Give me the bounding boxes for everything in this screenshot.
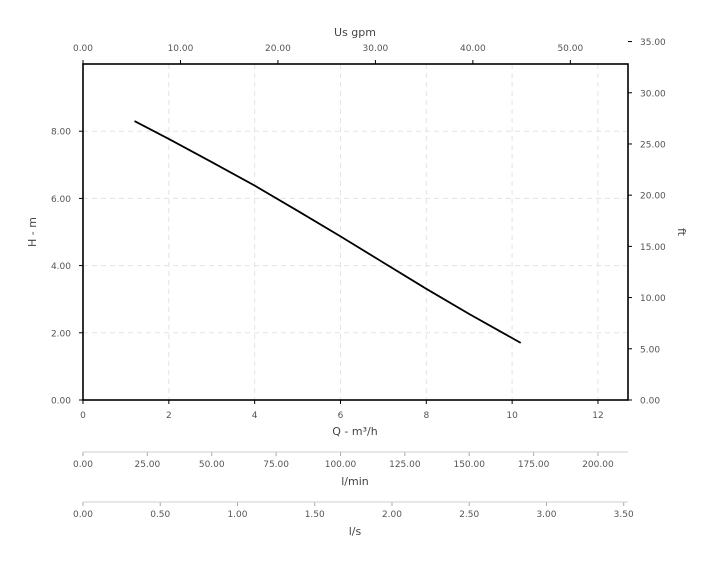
series-layer [134,120,522,344]
y-tick-label: 4.00 [51,262,71,272]
y-tick-label: 2.00 [51,329,71,339]
x-tick-label: 0 [80,411,86,421]
extra-axis-tick-label: 2.00 [382,510,402,520]
top-tick-label: 50.00 [557,44,583,54]
right-axis-title: ft [675,228,688,237]
extra-axis-tick-label: 2.50 [459,510,479,520]
x-tick-label: 8 [423,411,429,421]
extra-axis-tick-label: 0.50 [150,510,170,520]
extra-axis-tick-label: 0.00 [73,460,93,470]
extra-axis-tick-label: 200.00 [582,460,614,470]
x-tick-label: 6 [338,411,344,421]
extra-axis-tick-label: 150.00 [453,460,485,470]
y-axis-title: H - m [26,217,39,247]
right-tick-label: 15.00 [640,243,666,253]
ls-axis-title: l/s [349,525,362,538]
right-tick-label: 35.00 [640,38,666,48]
right-tick-label: 30.00 [640,89,666,99]
extra-axis-tick-label: 3.50 [614,510,634,520]
right-tick-label: 20.00 [640,192,666,202]
extra-axis-tick-label: 1.00 [227,510,247,520]
top-axis-title: Us gpm [334,26,376,39]
x-axis-title: Q - m³/h [332,425,377,438]
x-tick-label: 4 [252,411,258,421]
x-tick-label: 2 [166,411,172,421]
extra-axis-tick-label: 0.00 [73,510,93,520]
right-tick-label: 5.00 [640,345,660,355]
x-tick-label: 10 [506,411,518,421]
extra-axis-tick-label: 125.00 [389,460,421,470]
extra-axis-tick-label: 75.00 [263,460,289,470]
plot-frame [82,63,629,401]
x-tick-label: 12 [592,411,603,421]
extra-axis-tick-label: 1.50 [305,510,325,520]
top-tick-label: 30.00 [363,44,389,54]
extra-axis-tick-label: 100.00 [325,460,357,470]
y-tick-label: 0.00 [51,397,71,407]
right-tick-label: 0.00 [640,397,660,407]
grid-layer [83,64,628,400]
y-tick-label: 6.00 [51,195,71,205]
extra-axis-tick-label: 50.00 [199,460,225,470]
y-tick-label: 8.00 [51,128,71,138]
top-tick-label: 40.00 [460,44,486,54]
top-tick-label: 10.00 [168,44,194,54]
performance-curve-line [134,120,522,344]
extra-axis-tick-label: 25.00 [134,460,160,470]
right-tick-label: 10.00 [640,294,666,304]
right-tick-label: 25.00 [640,140,666,150]
lmin-axis-title: l/min [341,475,369,488]
extra-axis-tick-label: 175.00 [518,460,550,470]
extra-axis-tick-label: 3.00 [536,510,556,520]
ticks-layer: 0 2 4 6 8 10 12 0.00 2.00 4.00 6.00 8.00 0.00 10.00 20… [51,38,666,520]
top-tick-label: 20.00 [265,44,291,54]
top-tick-label: 0.00 [73,44,93,54]
